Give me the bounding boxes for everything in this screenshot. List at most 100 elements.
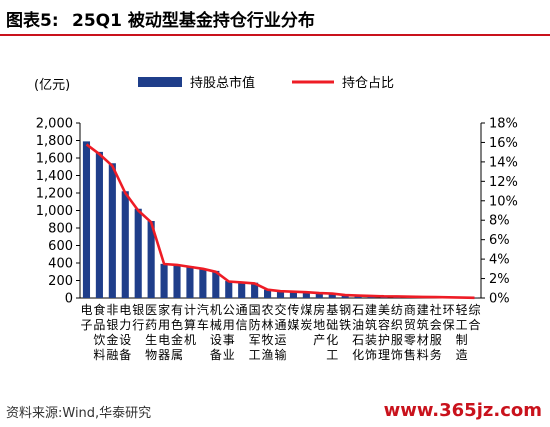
x-tick-label-char: 电 [119, 303, 131, 317]
x-tick-label: 交通运输 [274, 302, 286, 362]
x-tick-label: 通信 [236, 303, 248, 332]
x-tick-label-char: 油 [352, 318, 364, 332]
chart: (亿元) 持股总市值 持仓占比 0 200 400 600 800 1,000 1,200 1,40… [34, 75, 518, 362]
x-tick-label-char: 化 [326, 333, 338, 347]
x-tick-label-char: 通 [274, 318, 286, 332]
x-tick-label-char: 基 [326, 303, 338, 317]
x-tick-label-char: 美 [378, 303, 390, 317]
y-right-tick-label: 6% [489, 233, 510, 248]
x-tick-label: 石油石化 [352, 303, 364, 362]
x-tick-label-char: 国 [249, 303, 261, 317]
y-left-tick-label: 400 [48, 257, 73, 272]
x-tick-label-char: 备 [119, 348, 131, 362]
bar-5 [134, 208, 142, 298]
x-tick-label-char: 防 [249, 317, 261, 332]
x-tick-label-char: 运 [274, 333, 286, 347]
x-tick-label-char: 信 [236, 318, 248, 332]
x-tick-label-char: 料 [93, 348, 105, 362]
x-tick-label-char: 建 [417, 303, 429, 317]
x-tick-label-char: 行 [132, 318, 144, 332]
x-tick-label-char: 合 [469, 317, 481, 332]
x-tick-label-char: 商 [404, 302, 416, 317]
bar-4 [121, 191, 129, 298]
x-tick-label: 房地产 [313, 302, 325, 347]
y-unit-label: (亿元) [34, 78, 70, 93]
x-tick-label: 电子 [80, 303, 92, 332]
x-tick-label-char: 石 [352, 333, 364, 347]
x-tick-label: 轻工制造 [456, 303, 468, 362]
x-tick-label: 食品饮料 [93, 302, 105, 362]
x-tick-label: 国防军工 [249, 303, 261, 362]
x-tick-label-char: 饰 [391, 348, 403, 362]
x-tick-label-char: 造 [456, 348, 468, 362]
x-tick-label: 公用事业 [223, 303, 235, 362]
x-tick-label-char: 算 [184, 317, 196, 332]
x-tick-label-char: 物 [145, 348, 157, 362]
bar-15 [264, 289, 272, 298]
x-tick-label: 汽车 [197, 302, 209, 332]
x-tick-label-char: 饰 [365, 348, 377, 362]
x-tick-label-char: 军 [249, 333, 261, 347]
x-tick-label-char: 融 [106, 348, 118, 362]
x-tick-label-char: 零 [404, 333, 416, 347]
y-left-tick-label: 2,000 [36, 117, 73, 132]
x-tick-label-char: 售 [404, 347, 416, 362]
y-right-tick-label: 10% [489, 194, 518, 209]
x-tick-label-char: 通 [236, 303, 248, 317]
x-tick-label-char: 务 [430, 347, 442, 362]
x-tick-label-char: 化 [352, 348, 364, 362]
x-tick-label-char: 医 [145, 303, 157, 317]
x-tick-label-char: 贸 [404, 318, 416, 332]
bar-14 [251, 282, 259, 298]
x-tick-label-char: 业 [223, 348, 235, 362]
x-tick-label-char: 工 [326, 348, 338, 362]
x-tick-label-char: 地 [313, 318, 325, 332]
x-tick-label-char: 设 [119, 333, 131, 347]
x-tick-label-char: 用 [158, 318, 170, 332]
figure-title: 25Q1 被动型基金持仓行业分布 [72, 11, 315, 31]
legend-label-bars: 持股总市值 [190, 75, 255, 91]
x-tick-label: 纺织服饰 [391, 303, 403, 362]
x-tick-label-char: 会 [430, 318, 442, 332]
bar-9 [186, 266, 194, 298]
bar-12 [225, 280, 233, 298]
y-left-tick-label: 1,000 [36, 204, 73, 219]
y-left-tick-label: 600 [48, 239, 73, 254]
x-tick-label: 环保 [443, 303, 455, 332]
x-tick-label-char: 色 [171, 318, 183, 332]
x-tick-label: 医药生物 [145, 303, 157, 362]
bar-20 [328, 293, 336, 298]
y-left-tick-label: 1,800 [36, 134, 73, 149]
x-tick-label-char: 筑 [417, 317, 429, 332]
figure-header: 图表5: 25Q1 被动型基金持仓行业分布 [0, 0, 550, 36]
legend-swatch-bars [138, 77, 182, 87]
x-tick-label-char: 品 [93, 318, 105, 332]
x-tick-label: 银行 [132, 303, 144, 332]
x-tick-label-char: 机 [184, 333, 196, 347]
x-tick-label-char: 械 [210, 317, 222, 332]
x-tick-label-char: 炭 [300, 318, 312, 332]
x-tick-label-char: 建 [365, 303, 377, 317]
x-tick-label-char: 装 [365, 333, 377, 347]
x-tick-label-char: 织 [391, 318, 403, 332]
x-tick-label-char: 工 [456, 318, 468, 332]
bar-21 [341, 294, 349, 298]
x-tick-label: 机械设备 [210, 303, 222, 362]
source-note: 资料来源:Wind,华泰研究 [6, 406, 152, 421]
y-left-tick-label: 1,600 [36, 152, 73, 167]
x-tick-label-char: 制 [456, 333, 468, 347]
x-tick-label: 家用电器 [158, 302, 170, 362]
bar-19 [315, 293, 323, 298]
x-tick-label: 综合 [469, 303, 481, 332]
y-left-tick-label: 200 [48, 274, 73, 289]
x-tick-label-char: 汽 [197, 302, 209, 317]
x-tick-label-char: 金 [106, 332, 118, 347]
y-right-tick-label: 8% [489, 214, 510, 229]
x-tick-label-char: 药 [145, 318, 157, 332]
x-tick-label-char: 材 [417, 333, 429, 347]
y-left-tick-label: 1,200 [36, 187, 73, 202]
share-line [85, 143, 475, 300]
x-tick-label-char: 用 [223, 318, 235, 332]
y-right-tick-label: 0% [489, 292, 510, 307]
x-tick-label: 有色金属 [171, 303, 183, 362]
